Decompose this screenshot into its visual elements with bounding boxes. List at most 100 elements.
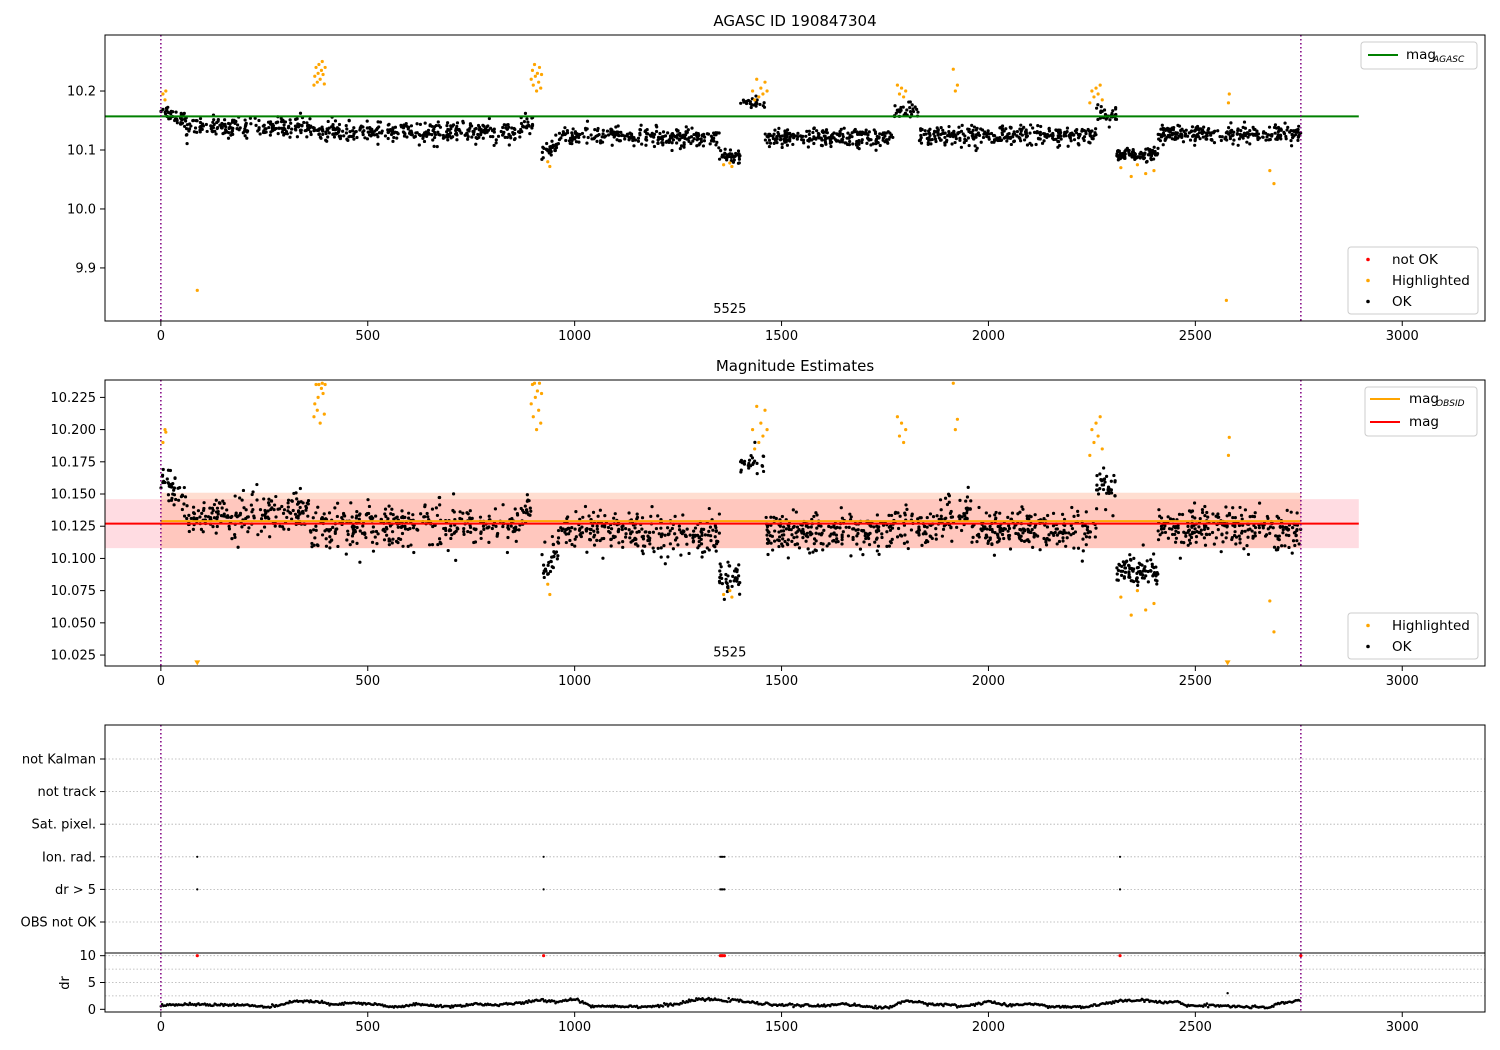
agasc-point-ok: [883, 140, 887, 144]
mag-xtick-label: 500: [355, 674, 380, 689]
mag-point-ok: [561, 527, 565, 531]
agasc-point-ok: [1028, 131, 1032, 135]
agasc-point-ok: [627, 138, 631, 142]
agasc-point-ok: [501, 133, 505, 137]
dr-point: [755, 1000, 759, 1004]
agasc-point-ok: [280, 130, 285, 134]
mag-point-ok: [648, 542, 652, 546]
mag-point-ok: [1081, 537, 1085, 541]
agasc-point-highlighted: [318, 77, 322, 81]
agasc-point-ok: [692, 132, 696, 137]
mag-point-ok: [466, 529, 470, 534]
mag-point-ok: [709, 539, 713, 543]
mag-point-ok: [714, 529, 718, 533]
agasc-point-highlighted: [904, 89, 908, 93]
agasc-point-ok: [1018, 136, 1022, 141]
mag-point-ok: [887, 544, 891, 548]
agasc-point-ok: [807, 132, 811, 137]
mag-point-highlighted: [1272, 630, 1276, 634]
mag-point-ok: [709, 534, 713, 538]
agasc-point-ok: [1082, 138, 1086, 143]
agasc-point-ok: [324, 131, 328, 136]
mag-point-ok: [1026, 527, 1030, 531]
mag-point-ok: [214, 498, 218, 502]
agasc-point-ok: [690, 126, 694, 130]
agasc-point-ok: [666, 131, 670, 135]
mag-point-ok: [161, 467, 165, 472]
mag-point-ok: [1084, 543, 1088, 547]
mag-point-ok: [872, 525, 876, 529]
agasc-point-highlighted: [951, 67, 955, 71]
mag-point-ok: [293, 512, 298, 516]
agasc-point-ok: [1236, 128, 1240, 133]
mag-point-ok: [960, 515, 964, 519]
agasc-point-ok: [309, 132, 313, 137]
mag-point-ok: [812, 542, 816, 546]
agasc-point-ok: [472, 132, 476, 136]
mag-point-ok: [172, 503, 176, 507]
agasc-point-ok: [788, 135, 793, 139]
mag-point-highlighted: [1088, 453, 1092, 457]
mag-point-ok: [215, 524, 219, 529]
mag-point-ok: [935, 514, 939, 518]
mag-point-ok: [246, 530, 250, 534]
agasc-point-ok: [518, 135, 522, 139]
legend-sub-mag-agasc: AGASC: [1432, 55, 1465, 65]
mag-point-highlighted: [955, 417, 960, 421]
mag-point-ok: [528, 506, 532, 510]
mag-point-ok: [1264, 533, 1269, 537]
mag-point-ok: [211, 525, 215, 529]
agasc-point-ok: [1019, 123, 1023, 127]
dr-point: [887, 1006, 891, 1010]
mag-point-ok: [1261, 526, 1265, 530]
agasc-point-ok: [857, 142, 861, 146]
mag-point-ok: [1173, 526, 1177, 530]
mag-point-ok: [1069, 533, 1073, 537]
mag-point-ok: [867, 543, 872, 547]
agasc-point-ok: [1142, 156, 1146, 161]
agasc-point-ok: [1099, 105, 1103, 109]
mag-point-ok: [479, 531, 483, 536]
agasc-point-ok: [352, 126, 356, 130]
mag-point-ok: [864, 536, 868, 541]
mag-point-ok: [652, 550, 656, 554]
mag-point-highlighted: [895, 415, 900, 419]
agasc-point-ok: [907, 100, 911, 104]
agasc-point-ok: [276, 132, 280, 136]
agasc-point-ok: [282, 123, 286, 127]
agasc-point-highlighted: [322, 82, 326, 86]
mag-point-ok: [1204, 532, 1208, 536]
mag-point-ok: [426, 515, 430, 519]
mag-point-ok: [301, 509, 305, 514]
mag-point-ok: [641, 537, 646, 541]
agasc-point-ok: [926, 141, 930, 145]
agasc-point-highlighted: [895, 83, 900, 87]
agasc-point-ok: [399, 123, 403, 127]
mag-point-ok: [620, 527, 624, 532]
agasc-point-highlighted: [1152, 169, 1156, 173]
mag-point-ok: [1019, 534, 1023, 538]
agasc-point-highlighted: [317, 62, 321, 67]
mag-point-ok: [964, 499, 968, 503]
agasc-point-ok: [1149, 156, 1153, 161]
mag-point-ok: [366, 498, 370, 502]
mag-point-ok: [552, 554, 556, 559]
agasc-point-ok: [391, 139, 395, 143]
mag-point-ok: [336, 544, 340, 549]
agasc-point-ok: [1009, 126, 1013, 130]
mag-point-ok: [173, 476, 177, 480]
mag-point-ok: [863, 534, 867, 538]
mag-point-ok: [177, 498, 181, 502]
agasc-point-ok: [179, 121, 183, 125]
agasc-point-ok: [383, 134, 388, 138]
agasc-point-ok: [410, 133, 414, 137]
agasc-point-ok: [775, 135, 779, 139]
flags-point: [1118, 855, 1122, 858]
mag-point-ok: [809, 525, 813, 529]
mag-point-ok: [267, 497, 271, 501]
agasc-point-ok: [549, 153, 553, 157]
mag-point-ok: [282, 508, 287, 512]
agasc-point-ok: [1015, 130, 1019, 134]
agasc-point-ok: [731, 160, 736, 164]
mag-point-ok: [1290, 551, 1294, 555]
